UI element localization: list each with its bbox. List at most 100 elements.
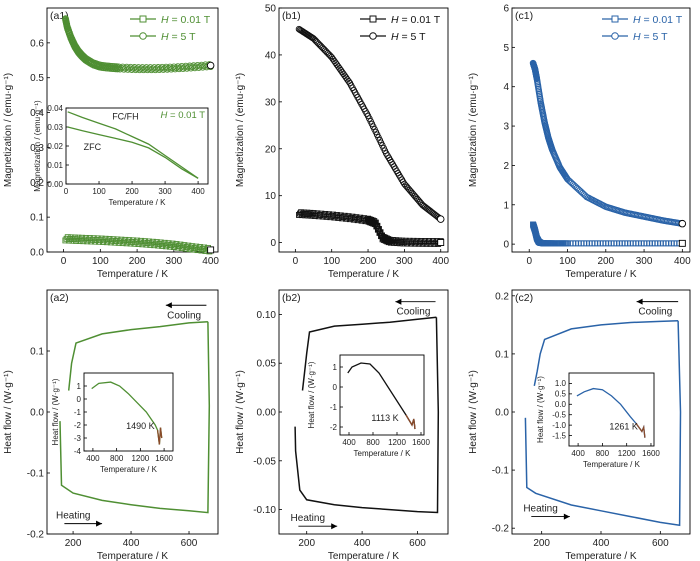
panel-c1-x-tick-label: 200 <box>597 256 614 267</box>
inset-a2-x-tick-label: 400 <box>86 454 100 463</box>
panel-label: (b2) <box>282 292 301 304</box>
panel-a1-y-tick-label: 0.0 <box>30 248 44 259</box>
inset-a2-x-axis-label: Temperature / K <box>100 465 158 474</box>
panel-c2-y-tick-label: 0.2 <box>495 291 509 302</box>
square-marker <box>374 222 381 229</box>
panel-b1-x-axis-label: Temperature / K <box>328 269 399 280</box>
legend-label: H = 5 T <box>391 31 426 43</box>
panel-b2-x-tick-label: 400 <box>354 538 371 549</box>
panel-b2-y-axis-label: Heat flow / (W·g⁻¹) <box>235 370 246 454</box>
legend-circle-marker <box>611 32 619 40</box>
panel-label: (a2) <box>50 292 69 304</box>
panel-a1-x-tick-label: 300 <box>166 256 183 267</box>
legend-label-text: = 0.01 T <box>399 14 441 26</box>
panel-a1-x-tick-label: 0 <box>61 256 67 267</box>
inset-a1-x-tick-label: 300 <box>158 187 172 196</box>
inset-c2-x-tick-label: 800 <box>596 449 610 458</box>
panel-c1-y-tick-label: 5 <box>503 43 509 54</box>
cooling-curve <box>67 320 208 391</box>
panel-c2-x-tick-label: 400 <box>593 538 610 549</box>
panel-label: (b1) <box>282 10 301 22</box>
legend-label-text: = 5 T <box>641 31 669 43</box>
inset-b2-y-tick-label: 0 <box>333 383 338 392</box>
square-marker <box>375 226 382 232</box>
cooling-curve <box>301 316 437 391</box>
inset-b2-x-axis-label: Temperature / K <box>354 449 412 458</box>
panel-c1-x-tick-label: 400 <box>674 256 691 267</box>
inset-a1-x-axis-label: Temperature / K <box>109 198 167 207</box>
cooling-arrow-head <box>165 302 172 309</box>
inset-c2-y-tick-label: -1.5 <box>552 431 566 440</box>
circle-marker-end <box>206 61 215 70</box>
inset-c2-y-tick-label: 1.0 <box>555 379 567 388</box>
legend-square-marker <box>139 15 147 23</box>
inset-a1-y-tick-label: 0.01 <box>47 161 63 170</box>
panel-b1-y-tick-label: 0 <box>270 238 276 249</box>
inset-a1-y-tick-label: 0.02 <box>47 142 63 151</box>
inset-a2: 400 800 1200 1600 -4 -3 -2 -1 0 1 Temperature / K H… <box>51 372 174 474</box>
panel-b1-y-tick-label: 10 <box>265 191 277 202</box>
inset-a2-x-tick-label: 1200 <box>131 454 149 463</box>
legend-label-h: H <box>161 14 169 26</box>
panel-b2-x-tick-label: 600 <box>409 538 426 549</box>
panel-c1: 0 100 200 300 400 0 1 2 3 4 5 6 Temperature / K Magne… <box>468 4 691 281</box>
inset-c2-frame <box>568 372 655 447</box>
panel-c1-x-tick-label: 300 <box>636 256 653 267</box>
panel-c2-x-axis-label: Temperature / K <box>565 551 636 561</box>
legend-label-h: H <box>391 14 399 26</box>
inset-b2-y-axis-label: Heat flow / (W·g⁻¹) <box>307 361 316 428</box>
panel-c1-x-tick-label: 100 <box>559 256 576 267</box>
legend-square-marker <box>611 15 619 23</box>
inset-c2-x-tick-label: 400 <box>571 449 585 458</box>
panel-c2-y-tick-label: 0.0 <box>495 408 509 419</box>
panel-a2-y-tick-label: -0.2 <box>27 530 45 541</box>
circle-marker-end <box>436 215 445 223</box>
inset-curve <box>67 111 199 179</box>
panel-b1-x-tick-label: 200 <box>360 256 377 267</box>
inset-c2: 400 800 1200 1600 -1.5-1.0-0.5 0.00.5 1.0 Tempe… <box>536 372 660 469</box>
circle-marker-end <box>678 219 687 228</box>
inset-a1-x-tick-label: 0 <box>64 187 69 196</box>
panel-b2-x-axis-label: Temperature / K <box>328 551 399 561</box>
heating-arrow-head <box>96 520 103 527</box>
inset-peak-curve <box>156 427 163 445</box>
panel-b1-x-tick-label: 100 <box>323 256 340 267</box>
panel-b2-y-tick-label: 0.00 <box>257 408 277 419</box>
heating-curve <box>59 321 211 514</box>
heating-label: Heating <box>56 511 90 522</box>
panel-b1-y-tick-label: 30 <box>265 97 277 108</box>
panel-a2: 200 400 600 -0.2 -0.1 0.0 0.1 Temperature / K He… <box>3 289 219 561</box>
panel-c1-y-tick-label: 3 <box>503 122 509 133</box>
circle-marker <box>563 175 571 182</box>
legend-label: H = 5 T <box>633 31 668 43</box>
inset-a1-x-tick-label: 100 <box>92 187 106 196</box>
inset-peak-curve <box>635 422 646 438</box>
panel-b2-y-tick-label: -0.10 <box>253 505 276 516</box>
cooling-label: Cooling <box>167 310 201 321</box>
panel-c2-x-tick-label: 200 <box>533 538 550 549</box>
legend-label-h: H <box>633 31 641 43</box>
inset-a2-y-tick-label: -3 <box>74 434 82 443</box>
inset-a2-x-tick-label: 1600 <box>155 454 173 463</box>
legend-label-text: = 5 T <box>169 31 197 43</box>
cooling-arrow-head <box>636 298 643 305</box>
panel-c1-y-tick-label: 2 <box>503 161 509 172</box>
heating-curve <box>524 320 682 527</box>
panel-c1-y-tick-label: 0 <box>503 240 509 251</box>
legend-label-text: = 0.01 T <box>169 14 211 26</box>
panel-b1-frame <box>278 7 449 253</box>
inset-a1: 0 100 200 300 400 0.00 0.01 0.02 0.03 0.04 Tempera… <box>33 100 209 207</box>
inset-title-text: = 0.01 T <box>167 110 205 121</box>
panel-c1-y-axis-label: Magnetization / (emu·g⁻¹) <box>468 73 479 187</box>
panel-c2-y-axis-label: Heat flow / (W·g⁻¹) <box>468 370 479 454</box>
panel-a1-y-tick-label: 0.4 <box>30 108 44 119</box>
inset-annotation: 1113 K <box>371 413 398 423</box>
inset-annotation: FC/FH <box>112 111 139 121</box>
panel-a1-y-tick-label: 0.3 <box>30 143 44 154</box>
panel-c2-y-tick-label: 0.1 <box>495 349 509 360</box>
panel-b2-y-tick-label: -0.05 <box>253 456 276 467</box>
panel-a2-y-tick-label: 0.0 <box>30 408 44 419</box>
inset-c2-x-tick-label: 1600 <box>642 449 660 458</box>
inset-curve <box>67 126 199 179</box>
cooling-curve <box>533 320 679 387</box>
